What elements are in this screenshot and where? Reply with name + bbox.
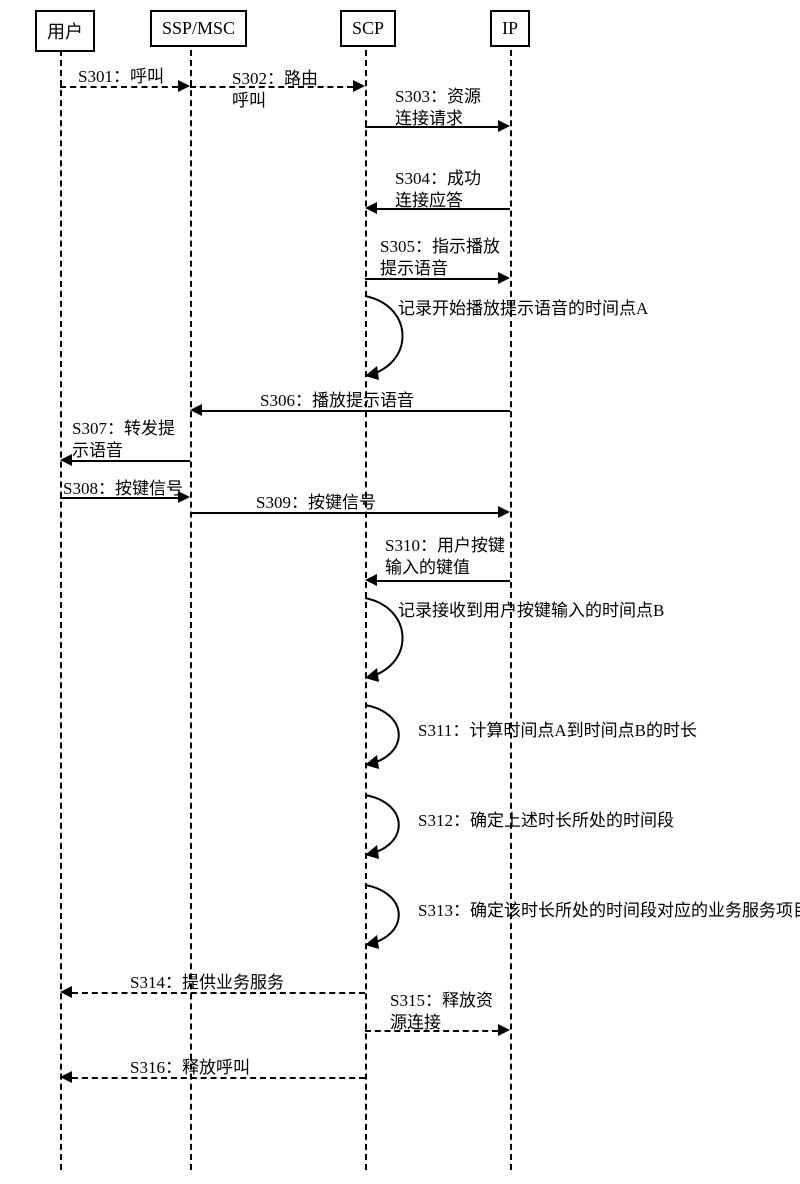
- arrow-s310: [377, 580, 510, 582]
- self-loop-s312: [365, 795, 435, 870]
- label-s306: S306：播放提示语音: [260, 390, 414, 412]
- arrow-head-s314: [60, 986, 72, 998]
- label-s304: S304：成功连接应答: [395, 168, 525, 212]
- label-s305-note: 记录开始播放提示语音的时间点A: [398, 298, 648, 320]
- lifeline-user: [60, 50, 62, 1170]
- label-s309: S309：按键信号: [256, 492, 376, 514]
- label-s305: S305：指示播放提示语音: [380, 236, 530, 280]
- label-s311: S311：计算时间点A到时间点B的时长: [418, 720, 697, 742]
- arrow-head-s310: [365, 574, 377, 586]
- label-s310: S310：用户按键输入的键值: [385, 535, 535, 579]
- arrow-head-s307: [60, 454, 72, 466]
- participant-ssp-msc: SSP/MSC: [150, 10, 247, 47]
- arrow-head-s302: [353, 80, 365, 92]
- label-s310-note: 记录接收到用户按键输入的时间点B: [398, 600, 664, 622]
- arrow-head-s309: [498, 506, 510, 518]
- self-loop-s313: [365, 885, 435, 960]
- label-s301: S301：呼叫: [78, 66, 164, 88]
- participant-scp: SCP: [340, 10, 396, 47]
- label-s307: S307：转发提示语音: [72, 418, 202, 462]
- label-s313: S313：确定该时长所处的时间段对应的业务服务项目: [418, 900, 800, 922]
- label-s303: S303：资源连接请求: [395, 86, 525, 130]
- arrow-head-s301: [178, 80, 190, 92]
- label-s314: S314：提供业务服务: [130, 972, 284, 994]
- label-s312: S312：确定上述时长所处的时间段: [418, 810, 674, 832]
- label-s308: S308：按键信号: [63, 478, 183, 500]
- arrow-head-s316: [60, 1071, 72, 1083]
- participant-user: 用户: [35, 10, 95, 52]
- label-s302: S302：路由呼叫: [232, 68, 352, 112]
- participant-ip: IP: [490, 10, 530, 47]
- label-s315: S315：释放资源连接: [390, 990, 520, 1034]
- arrow-head-s304: [365, 202, 377, 214]
- arrow-head-s306: [190, 404, 202, 416]
- label-s316: S316：释放呼叫: [130, 1057, 250, 1079]
- self-loop-s311: [365, 705, 435, 780]
- lifeline-ssp-msc: [190, 50, 192, 1170]
